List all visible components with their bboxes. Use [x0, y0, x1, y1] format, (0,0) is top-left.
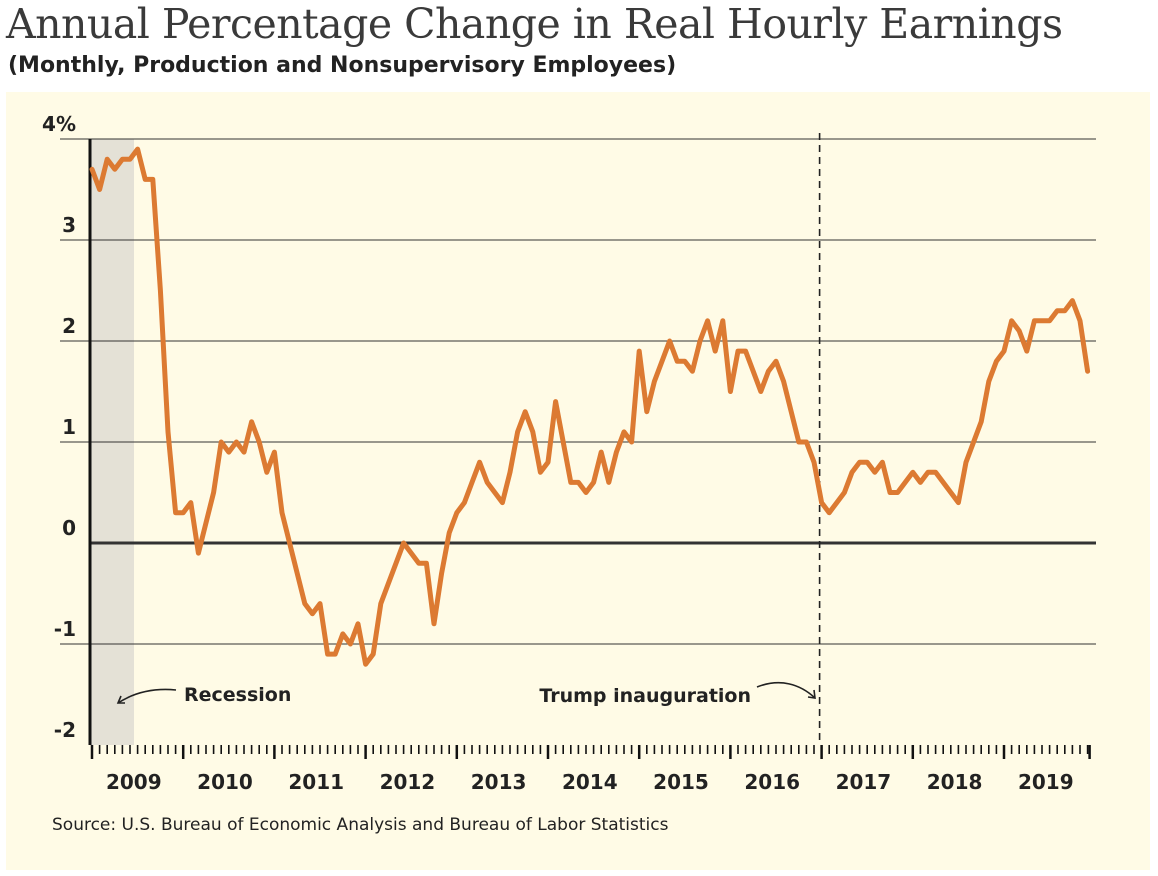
y-tick-label: 3 [62, 213, 76, 237]
y-tick-label: -2 [54, 718, 76, 742]
x-tick-label: 2019 [1018, 770, 1074, 794]
x-tick-label: 2016 [744, 770, 800, 794]
inauguration-label: Trump inauguration [539, 685, 751, 707]
gridlines [60, 138, 1096, 645]
recession-arrowhead [116, 695, 125, 704]
tick-labels: 4% 3 2 1 0 -1 -2 2009 2010 2011 2012 2013 2014 2015 20… [42, 112, 1074, 794]
x-tick-label: 2013 [471, 770, 527, 794]
y-tick-label: 4% [42, 112, 76, 136]
axes [88, 139, 1091, 759]
x-tick-label: 2012 [380, 770, 436, 794]
y-tick-label: 0 [62, 516, 76, 540]
chart-title: Annual Percentage Change in Real Hourly … [6, 0, 1063, 48]
x-tick-label: 2009 [106, 770, 162, 794]
y-tick-label: 1 [62, 415, 76, 439]
x-tick-label: 2017 [836, 770, 892, 794]
inauguration-arrow [756, 681, 816, 699]
x-tick-label: 2011 [288, 770, 344, 794]
recession-arrow [117, 688, 177, 704]
x-tick-label: 2010 [197, 770, 253, 794]
annotations: Trump inauguration Recession [116, 133, 821, 745]
y-tick-label: 2 [62, 314, 76, 338]
chart-subtitle: (Monthly, Production and Nonsupervisory … [8, 53, 677, 78]
recession-label: Recession [184, 684, 291, 706]
x-tick-label: 2018 [927, 770, 983, 794]
y-tick-label: -1 [54, 617, 76, 641]
source-note: Source: U.S. Bureau of Economic Analysis… [52, 815, 669, 835]
series-layer [89, 146, 1091, 667]
x-tick-label: 2015 [653, 770, 709, 794]
series-line [89, 146, 1091, 667]
inauguration-arrowhead [807, 689, 816, 699]
x-tick-label: 2014 [562, 770, 618, 794]
